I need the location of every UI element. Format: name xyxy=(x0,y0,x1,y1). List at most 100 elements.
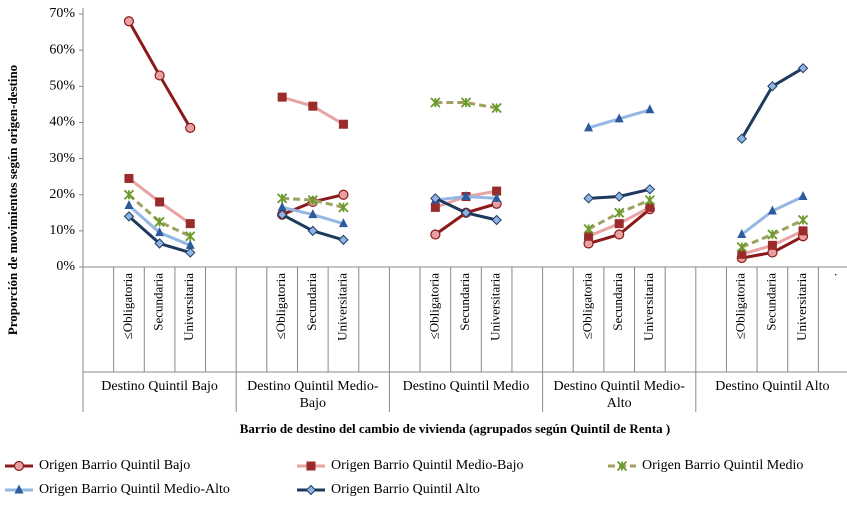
marker xyxy=(338,189,349,200)
legend-item: Origen Barrio Quintil Medio-Alto xyxy=(5,482,230,497)
marker xyxy=(154,238,165,249)
marker xyxy=(644,194,655,206)
marker xyxy=(461,191,471,201)
marker xyxy=(616,460,628,472)
marker xyxy=(614,229,625,240)
marker xyxy=(798,191,808,201)
marker xyxy=(584,231,594,241)
x-tick-label: Universitaria xyxy=(641,273,656,341)
marker xyxy=(584,122,594,132)
marker xyxy=(276,209,288,220)
x-tick-label: Secundaria xyxy=(457,273,472,331)
series-line xyxy=(128,95,804,256)
legend-item: Origen Barrio Quintil Medio xyxy=(608,458,803,473)
group-label: Destino Quintil Alto xyxy=(715,379,830,394)
marker xyxy=(430,193,441,204)
marker xyxy=(798,226,808,236)
legend-label: Origen Barrio Quintil Medio xyxy=(642,458,803,473)
marker xyxy=(305,484,317,496)
marker xyxy=(277,193,288,204)
marker xyxy=(767,240,777,250)
marker xyxy=(645,202,655,212)
marker xyxy=(154,216,165,227)
marker xyxy=(154,70,165,81)
group-label: Destino Quintil Medio-Alto xyxy=(553,379,685,411)
marker xyxy=(767,229,778,240)
marker xyxy=(767,81,778,92)
marker xyxy=(460,97,472,108)
marker xyxy=(583,193,594,204)
marker xyxy=(614,219,624,229)
marker xyxy=(613,191,625,202)
legend-label: Origen Barrio Quintil Alto xyxy=(331,482,480,497)
marker xyxy=(338,119,348,129)
group-label: Destino Quintil Medio-Bajo xyxy=(247,379,379,411)
marker xyxy=(277,92,287,102)
marker xyxy=(492,186,502,196)
y-tick-label: 70% xyxy=(49,6,75,21)
marker xyxy=(338,234,349,246)
y-tick-label: 40% xyxy=(49,115,75,130)
y-tick-label: 30% xyxy=(49,151,75,166)
marker xyxy=(13,460,25,472)
marker xyxy=(185,122,196,133)
legend-label: Origen Barrio Quintil Bajo xyxy=(39,458,190,473)
marker xyxy=(185,247,196,258)
marker xyxy=(430,229,441,240)
x-tick-label: ≤Obligatoria xyxy=(580,273,595,340)
marker xyxy=(306,461,316,471)
y-tick-label: 10% xyxy=(49,223,75,238)
x-tick-label: . xyxy=(825,273,840,276)
marker xyxy=(307,194,318,206)
marker xyxy=(614,113,624,123)
marker xyxy=(308,209,318,219)
x-tick-label: Universitaria xyxy=(334,273,349,341)
x-tick-label: Universitaria xyxy=(488,273,503,341)
legend-item: Origen Barrio Quintil Alto xyxy=(297,482,480,497)
marker xyxy=(338,218,348,228)
marker xyxy=(124,173,134,183)
marker xyxy=(737,249,747,259)
legend-label: Origen Barrio Quintil Medio-Alto xyxy=(39,482,230,497)
marker xyxy=(460,207,472,218)
x-tick-label: Universitaria xyxy=(181,273,196,341)
marker xyxy=(491,214,502,226)
marker xyxy=(308,101,318,111)
legend-item: Origen Barrio Quintil Bajo xyxy=(5,458,190,473)
marker xyxy=(155,197,165,207)
x-tick-label: Secundaria xyxy=(304,273,319,331)
marker xyxy=(583,223,594,235)
marker xyxy=(124,200,134,210)
marker xyxy=(736,133,747,144)
marker xyxy=(155,227,165,237)
marker xyxy=(767,205,777,215)
marker xyxy=(307,225,319,237)
x-tick-label: Universitaria xyxy=(794,273,809,341)
y-tick-label: 50% xyxy=(49,79,75,94)
marker xyxy=(797,214,809,226)
marker xyxy=(614,207,625,218)
x-tick-label: Secundaria xyxy=(151,273,166,331)
marker xyxy=(491,102,502,114)
y-axis-label: Proporción de movimientos según origen-d… xyxy=(5,65,20,335)
marker xyxy=(185,219,195,229)
series-line xyxy=(127,108,804,247)
y-tick-label: 20% xyxy=(49,187,75,202)
legend-item: Origen Barrio Quintil Medio-Bajo xyxy=(297,458,523,473)
group-label: Destino Quintil Bajo xyxy=(101,379,218,394)
series-line xyxy=(127,101,804,249)
marker xyxy=(277,201,287,211)
marker xyxy=(737,228,747,238)
marker xyxy=(123,211,135,222)
marker xyxy=(123,189,135,200)
marker xyxy=(736,241,747,253)
marker xyxy=(123,16,135,27)
marker xyxy=(797,63,809,74)
series-line xyxy=(127,66,804,254)
x-tick-label: ≤Obligatoria xyxy=(273,273,288,340)
marker xyxy=(185,239,195,249)
marker xyxy=(14,484,24,494)
x-tick-label: Secundaria xyxy=(763,273,778,331)
